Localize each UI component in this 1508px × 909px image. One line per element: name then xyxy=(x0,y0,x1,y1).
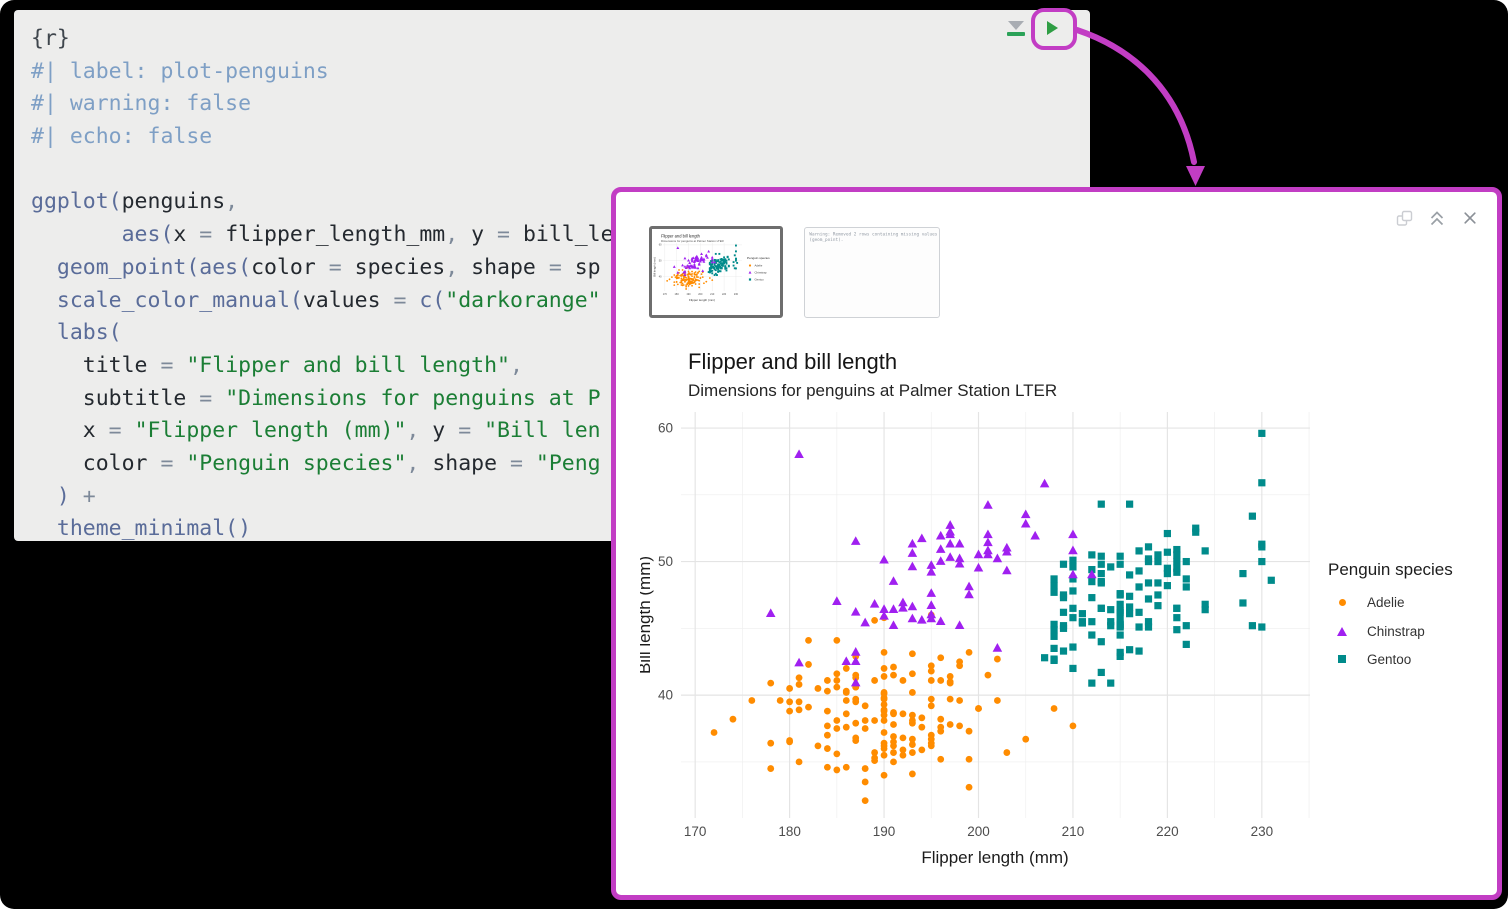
code-line: x = "Flipper length (mm)", y = "Bill len xyxy=(82,418,601,444)
code-line: #| echo: false xyxy=(31,124,213,150)
legend-label: Chinstrap xyxy=(1367,623,1425,639)
code-line: ) + xyxy=(56,483,96,509)
thumbnail-plot-selected[interactable]: 170 180 190 200 210 220 230 40 50 60 Flipper and b… xyxy=(649,226,783,318)
svg-text:Penguin species: Penguin species xyxy=(747,256,770,260)
legend-marker-circle-icon xyxy=(1328,598,1356,606)
svg-text:Bill length (mm): Bill length (mm) xyxy=(640,556,654,674)
svg-text:Adelie: Adelie xyxy=(755,264,763,268)
code-line: #| warning: false xyxy=(31,91,252,117)
legend-item: Chinstrap xyxy=(1328,621,1425,641)
svg-text:170: 170 xyxy=(684,824,707,839)
warning-text: Warning: Removed 2 rows containing missi… xyxy=(809,231,938,243)
code-block[interactable]: {r} #| label: plot-penguins #| warning: fa… xyxy=(31,23,614,546)
svg-text:200: 200 xyxy=(967,824,990,839)
legend-label: Adelie xyxy=(1367,594,1405,610)
svg-text:210: 210 xyxy=(710,293,715,296)
svg-text:60: 60 xyxy=(658,421,673,436)
play-icon xyxy=(1047,21,1058,35)
legend-item: Adelie xyxy=(1328,592,1405,612)
svg-text:Flipper length (mm): Flipper length (mm) xyxy=(689,298,715,302)
scatter-plot: 170 180 190 200 210 220 230 40 50 60 Flipper lengt… xyxy=(640,412,1310,867)
svg-text:190: 190 xyxy=(873,824,896,839)
chunk-output-popup: 170 180 190 200 210 220 230 40 50 60 Flipper and b… xyxy=(611,187,1502,900)
code-line xyxy=(31,154,614,187)
svg-text:230: 230 xyxy=(1251,824,1274,839)
legend-label: Gentoo xyxy=(1367,651,1412,667)
close-icon xyxy=(1464,212,1476,224)
code-line: labs( xyxy=(56,320,122,346)
svg-text:170: 170 xyxy=(663,293,668,296)
svg-text:Flipper length (mm): Flipper length (mm) xyxy=(921,848,1068,867)
svg-text:50: 50 xyxy=(659,260,662,263)
svg-text:50: 50 xyxy=(658,554,673,569)
code-line: #| label: plot-penguins xyxy=(31,58,329,84)
svg-text:230: 230 xyxy=(734,293,739,296)
svg-text:220: 220 xyxy=(1156,824,1179,839)
svg-text:190: 190 xyxy=(686,293,691,296)
code-line: ggplot(penguins, xyxy=(31,189,239,215)
open-in-new-window-icon xyxy=(1396,210,1412,226)
plot-legend: Penguin species Adelie Chinstrap Gentoo xyxy=(1328,560,1504,667)
thumbnail-warning[interactable]: Warning: Removed 2 rows containing missi… xyxy=(804,227,940,318)
svg-text:180: 180 xyxy=(675,293,680,296)
run-all-chunks-above-button[interactable] xyxy=(1007,21,1025,37)
run-chunk-highlight xyxy=(1031,8,1077,50)
svg-text:Dimensions for penguins at Pal: Dimensions for penguins at Palmer Statio… xyxy=(661,239,724,243)
code-line: subtitle = "Dimensions for penguins at P xyxy=(82,385,601,411)
code-line: title = "Flipper and bill length", xyxy=(82,352,523,378)
svg-text:Gentoo: Gentoo xyxy=(755,278,765,282)
legend-item: Gentoo xyxy=(1328,649,1411,669)
run-above-icon xyxy=(1008,21,1024,30)
legend-marker-square-icon xyxy=(1328,655,1356,663)
code-line: geom_point(aes(color = species, shape = … xyxy=(56,254,601,280)
run-chunk-button[interactable] xyxy=(1047,21,1060,37)
legend-title: Penguin species xyxy=(1328,560,1453,579)
thumbnail-plot-preview: 170 180 190 200 210 220 230 40 50 60 Flipper and b… xyxy=(653,234,771,303)
code-line: theme_minimal() xyxy=(56,516,252,542)
chevrons-up-icon xyxy=(1430,210,1444,225)
close-output-button[interactable] xyxy=(1461,209,1479,227)
code-line: scale_color_manual(values = c("darkorang… xyxy=(56,287,601,313)
popup-toolbar xyxy=(1395,209,1479,227)
run-above-icon-bar xyxy=(1007,32,1025,36)
svg-text:Flipper and bill length: Flipper and bill length xyxy=(661,234,701,239)
plot-subtitle: Dimensions for penguins at Palmer Statio… xyxy=(688,381,1058,400)
code-line: {r} xyxy=(31,26,70,51)
svg-text:60: 60 xyxy=(659,244,662,247)
code-line: color = "Penguin species", shape = "Peng xyxy=(82,450,601,476)
svg-text:210: 210 xyxy=(1062,824,1085,839)
svg-text:200: 200 xyxy=(698,293,703,296)
svg-text:40: 40 xyxy=(659,275,662,278)
open-in-new-window-button[interactable] xyxy=(1395,209,1413,227)
svg-text:40: 40 xyxy=(658,688,673,703)
svg-text:220: 220 xyxy=(722,293,727,296)
svg-text:Chinstrap: Chinstrap xyxy=(755,271,767,275)
legend-marker-triangle-icon xyxy=(1328,626,1356,636)
svg-text:Bill length (mm): Bill length (mm) xyxy=(653,257,657,276)
code-line: aes(x = flipper_length_mm, y = bill_le xyxy=(121,222,614,248)
collapse-output-button[interactable] xyxy=(1428,209,1446,227)
svg-text:180: 180 xyxy=(778,824,801,839)
plot-title: Flipper and bill length xyxy=(688,349,898,374)
